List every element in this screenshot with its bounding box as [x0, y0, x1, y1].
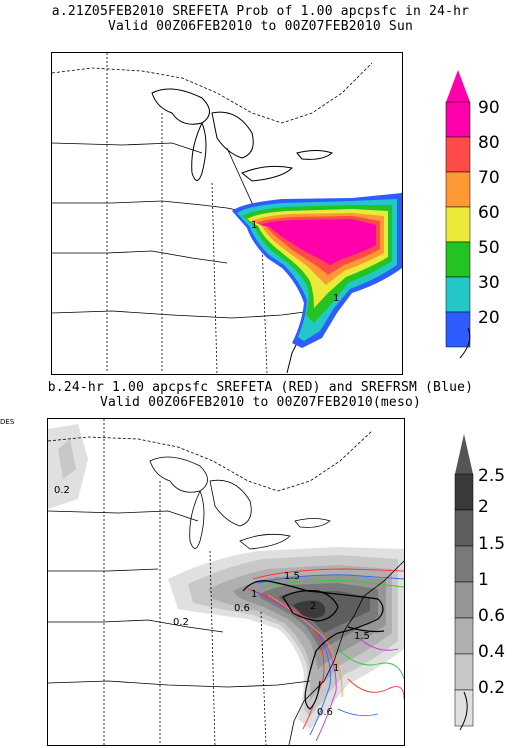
panel-b-cbar-label-0: 2.5 — [478, 466, 506, 486]
panel-b-colorbar-svg — [454, 434, 474, 731]
panel-a-title-line1: a.21Z05FEB2010 SREFETA Prob of 1.00 apcp… — [51, 4, 470, 19]
panel-a-cbar-label-0: 90 — [478, 98, 500, 118]
panel-b-precip-fill — [48, 424, 404, 729]
panel-b-borders — [48, 419, 404, 745]
panel-a-cbar-label-4: 50 — [478, 238, 500, 258]
panel-a-cbar-label-3: 60 — [478, 203, 500, 223]
panel-b-map-svg: 0.2 0.2 0.6 1 1.5 2 1.5 1 0.6 — [48, 419, 404, 745]
panel-b-contour-label-6: 2 — [310, 601, 316, 612]
panel-a-cbar-label-5: 30 — [478, 273, 500, 293]
panel-a-cbar-label-6: 20 — [478, 308, 500, 328]
panel-a-title-line2: Valid 00Z06FEB2010 to 00Z07FEB2010 Sun — [107, 19, 413, 34]
panel-a-cbar-label-2: 70 — [478, 168, 500, 188]
panel-b-contour-label-1: 0.2 — [54, 485, 70, 496]
panel-b-cbar-label-2: 1.5 — [478, 534, 506, 554]
colorbar-swatch — [445, 241, 471, 278]
panel-a-colorbar-tail — [459, 327, 471, 359]
colorbar-swatch — [454, 545, 474, 583]
panel-a-map-svg: 1 1 — [52, 53, 402, 374]
colorbar-swatch — [445, 136, 471, 173]
panel-a-colorbar-svg — [445, 70, 471, 359]
panel-a-map: 1 1 — [51, 52, 403, 375]
colorbar-swatch — [454, 653, 474, 691]
panel-a-contour-label-1: 1 — [251, 220, 257, 231]
panel-b-colorbar: 2.5 2 1.5 1 0.6 0.4 0.2 — [440, 430, 520, 735]
panel-b-cbar-label-4: 0.6 — [478, 606, 506, 626]
panel-a-contour-label-2: 1 — [333, 293, 339, 304]
panel-b-contour-label-4: 1 — [251, 589, 257, 600]
panel-b-cbar-label-5: 0.4 — [478, 642, 506, 662]
colorbar-swatch — [454, 473, 474, 511]
panel-b-member-contours — [247, 568, 404, 742]
colorbar-swatch — [454, 617, 474, 655]
panel-b-contour-label-7: 1.5 — [354, 631, 370, 642]
colorbar-swatch — [445, 206, 471, 243]
panel-b-cbar-label-3: 1 — [478, 570, 489, 590]
panel-a-probability-fill — [232, 193, 402, 348]
colorbar-swatch — [445, 311, 471, 348]
panel-a-colorbar-top-triangle — [446, 70, 470, 102]
panel-b-stray-text: DES — [0, 418, 15, 426]
panel-b-contour-label-8: 1 — [333, 663, 339, 674]
panel-b-contour-label-2: 0.2 — [173, 617, 189, 628]
colorbar-swatch — [454, 689, 474, 727]
colorbar-swatch — [445, 276, 471, 313]
panel-b-colorbar-top-triangle — [455, 434, 473, 474]
panel-b-contour-label-3: 0.6 — [234, 603, 250, 614]
panel-b-contour-label-5: 1.5 — [284, 571, 300, 582]
panel-a-colorbar: 90 80 70 60 50 30 20 — [440, 70, 520, 360]
panel-b-colorbar-swatches — [454, 473, 474, 727]
panel-a-colorbar-swatches — [445, 101, 471, 348]
panel-b-title-line2: Valid 00Z06FEB2010 to 00Z07FEB2010(meso) — [99, 395, 422, 410]
colorbar-swatch — [454, 581, 474, 619]
panel-b-mean-contours — [242, 580, 385, 710]
panel-b-title-line1: b.24-hr 1.00 apcpsfc SREFETA (RED) and S… — [47, 380, 474, 395]
colorbar-swatch — [445, 171, 471, 208]
colorbar-swatch — [445, 101, 471, 138]
colorbar-swatch — [454, 509, 474, 547]
panel-a-cbar-label-1: 80 — [478, 133, 500, 153]
panel-b-contour-label-9: 0.6 — [317, 707, 333, 718]
panel-b-map: 0.2 0.2 0.6 1 1.5 2 1.5 1 0.6 — [47, 418, 405, 746]
panel-b-colorbar-tail — [459, 691, 468, 731]
panel-b-cbar-label-1: 2 — [478, 497, 489, 517]
panel-b-cbar-label-6: 0.2 — [478, 678, 506, 698]
